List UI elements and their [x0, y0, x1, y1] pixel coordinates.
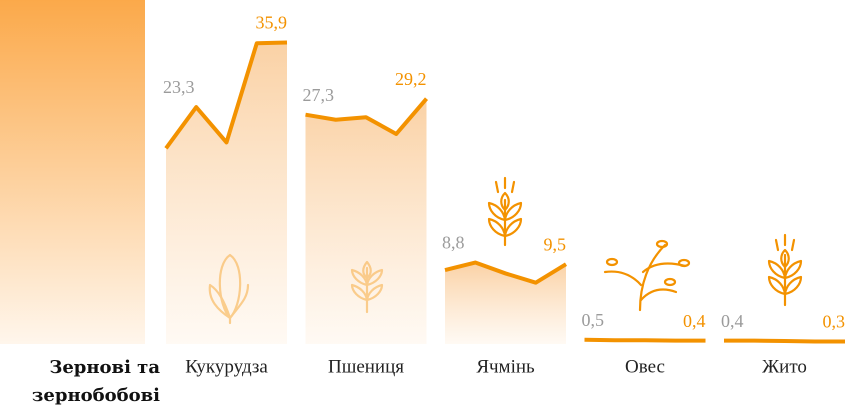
- line: [724, 338, 845, 344]
- value-label: 23,3: [163, 77, 195, 97]
- group-bar: [0, 0, 145, 344]
- oats-icon: [603, 239, 691, 312]
- barley-icon: [487, 176, 523, 247]
- category-label: Жито: [762, 356, 807, 377]
- line: [444, 260, 568, 285]
- value-label: 0,4: [721, 311, 744, 331]
- line: [305, 97, 429, 136]
- category-label: Кукурудза: [185, 356, 268, 377]
- area: [305, 98, 427, 344]
- value-label: 9,5: [544, 234, 567, 254]
- category-label: Пшениця: [328, 356, 404, 377]
- value-label: 8,8: [442, 233, 465, 253]
- group-label: Зернові та зернобобові: [31, 357, 160, 406]
- value-label: 0,3: [823, 312, 845, 332]
- value-label: 29,2: [395, 69, 427, 89]
- value-label: 0,4: [683, 311, 706, 331]
- area: [166, 42, 287, 344]
- category-label: Овес: [625, 356, 665, 377]
- category-label: Ячмінь: [476, 356, 535, 377]
- line: [584, 337, 706, 343]
- rye-icon: [767, 233, 803, 307]
- value-label: 35,9: [256, 13, 288, 33]
- line: [164, 40, 288, 150]
- value-label: 27,3: [303, 85, 335, 105]
- value-label: 0,5: [582, 310, 605, 330]
